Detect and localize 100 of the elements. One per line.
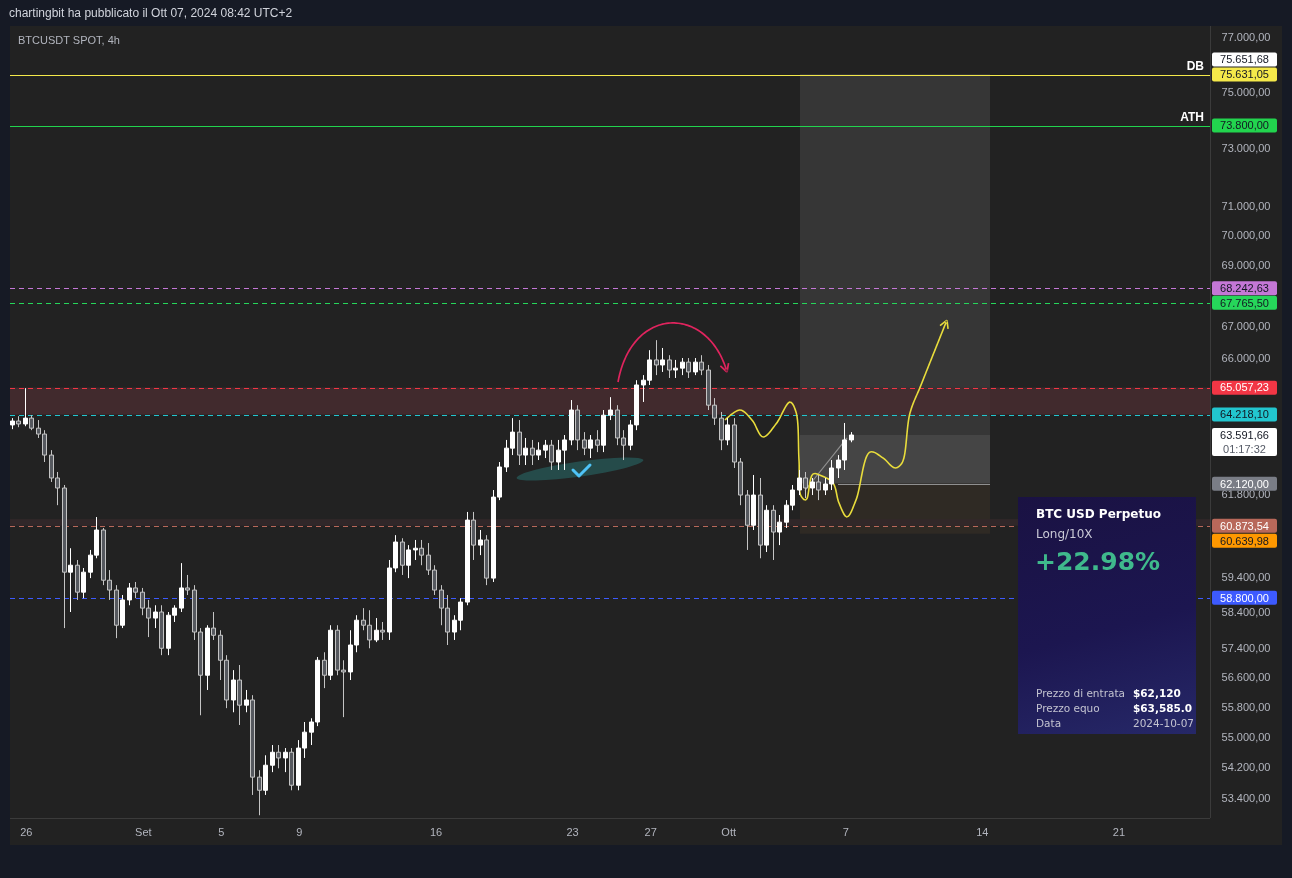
candlestick [595, 429, 600, 453]
x-tick-label: 9 [296, 825, 303, 838]
candlestick [771, 504, 776, 561]
candlestick [601, 409, 606, 453]
candlestick [62, 484, 67, 629]
text: 75.651,68 [1220, 53, 1269, 66]
candlestick [270, 744, 275, 773]
candlestick [250, 694, 255, 796]
candlestick [127, 582, 132, 606]
candlestick [725, 417, 730, 446]
candlestick [575, 404, 580, 451]
y-tick-label: 60.873,54 [1220, 519, 1269, 532]
candlestick [276, 744, 281, 769]
candlestick [667, 354, 672, 379]
candlestick [608, 396, 613, 421]
candlestick [478, 529, 483, 556]
y-tick-label: 58.800,00 [1220, 591, 1269, 604]
candlestick [569, 399, 574, 446]
candlestick [803, 471, 808, 499]
candlestick [237, 664, 242, 726]
y-tick-label: 67.000,00 [1221, 320, 1271, 333]
candlestick [406, 544, 411, 579]
y-tick-label: 62.120,00 [1220, 477, 1269, 490]
candlestick [810, 477, 815, 496]
y-tick-label: 54.200,00 [1221, 760, 1271, 773]
text: BTC USD Perpetuo [1036, 507, 1161, 521]
y-tick-label: 59.400,00 [1221, 570, 1271, 583]
candlestick [530, 439, 535, 466]
chart-title: chartingbit ha pubblicato il Ott 07, 2024 08:42 UTC+2 [9, 6, 293, 21]
x-tick-label: 26 [20, 825, 33, 838]
y-tick-label: 75.631,05 [1220, 68, 1269, 81]
candlestick [400, 537, 405, 576]
annotation: 2024-10-07 [1133, 717, 1195, 729]
candlestick [75, 559, 80, 601]
ref-line-label: DB [1186, 58, 1205, 73]
candlestick [114, 584, 119, 639]
text: 60.639,98 [1220, 534, 1269, 547]
candlestick [179, 562, 184, 613]
candlestick [745, 489, 750, 551]
y-tick-label: 67.765,50 [1220, 296, 1269, 309]
candlestick [543, 439, 548, 459]
candlestick [133, 581, 138, 599]
text: 01:17:32 [1223, 442, 1266, 455]
candlestick [231, 669, 236, 713]
candlestick [289, 747, 294, 791]
y-tick-label: 58.400,00 [1221, 605, 1271, 618]
x-tick-label: 14 [976, 825, 989, 838]
candlestick [419, 539, 424, 566]
candlestick [81, 567, 86, 599]
candlestick [777, 514, 782, 546]
candlestick [244, 689, 249, 713]
y-tick-label: 64.218,10 [1220, 408, 1269, 421]
x-tick-label: 5 [218, 825, 225, 838]
x-tick-label: 16 [429, 825, 443, 838]
candlestick [465, 511, 470, 606]
candlestick [751, 474, 756, 531]
candlestick [686, 357, 691, 379]
text: BTCUSDT SPOT, 4h [18, 33, 120, 46]
y-tick-label: 69.000,00 [1221, 259, 1271, 272]
y-tick-label: 57.400,00 [1221, 641, 1271, 654]
candlestick [673, 359, 678, 379]
candlestick [849, 431, 854, 443]
candlestick [523, 437, 528, 466]
candlestick [374, 617, 379, 643]
candlestick [159, 604, 164, 656]
y-tick-label: 65.057,23 [1220, 381, 1269, 394]
text: Long/10X [1036, 527, 1093, 541]
y-tick-label: 73.800,00 [1220, 119, 1269, 132]
candlestick [120, 594, 125, 629]
x-tick-label: Set [135, 825, 152, 838]
y-tick-label: 66.000,00 [1221, 351, 1271, 364]
candlestick [328, 624, 333, 681]
candlestick [257, 769, 262, 816]
candlestick [536, 441, 541, 461]
candlestick [517, 419, 522, 466]
x-tick-label: 7 [842, 825, 849, 838]
candlestick [582, 431, 587, 456]
y-tick-label: 56.600,00 [1221, 670, 1271, 683]
candlestick [211, 611, 216, 641]
annotation: Data [1036, 717, 1062, 729]
y-tick-label: 73.000,00 [1221, 142, 1271, 155]
annotation: +22.98% [1035, 547, 1161, 576]
candlestick [380, 621, 385, 641]
candlestick [719, 411, 724, 451]
candlestick [322, 651, 327, 689]
y-tick-label: 61.800,00 [1221, 488, 1271, 501]
y-tick-label: 68.242,63 [1220, 282, 1269, 295]
y-tick-label: 55.800,00 [1221, 700, 1271, 713]
candlestick [660, 347, 665, 373]
y-tick-label: 53.400,00 [1221, 791, 1271, 804]
candlestick [185, 574, 190, 596]
x-tick-label: 21 [1112, 825, 1126, 838]
candlestick [16, 415, 21, 428]
y-tick-label: 55.000,00 [1221, 730, 1271, 743]
candlestick [816, 474, 821, 501]
y-tick-label: 63.591,66 [1220, 428, 1269, 441]
candlestick [413, 539, 418, 561]
candlestick [29, 414, 34, 431]
candlestick [153, 604, 158, 629]
annotation: Prezzo equo [1036, 702, 1100, 714]
